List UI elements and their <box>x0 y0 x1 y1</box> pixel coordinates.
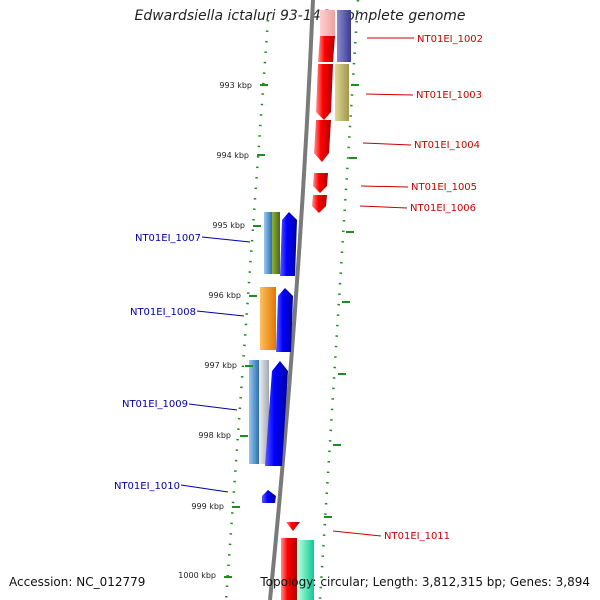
gene-nt01ei-1009-steel <box>249 360 259 464</box>
genome-backbone <box>268 0 315 600</box>
gene-nt01ei-1004 <box>314 120 331 162</box>
gene-nt01ei-1005 <box>313 173 328 193</box>
gene-label-nt01ei-1009[interactable]: NT01EI_1009 <box>122 399 188 410</box>
gene-nt01ei-1002-pink <box>320 10 335 36</box>
gene-label-nt01ei-1006[interactable]: NT01EI_1006 <box>410 203 476 214</box>
gene-label-nt01ei-1011[interactable]: NT01EI_1011 <box>384 531 450 542</box>
gene-nt01ei-1008-orange <box>260 287 276 350</box>
reverse-label-connectors <box>180 236 251 493</box>
gene-label-nt01ei-1008[interactable]: NT01EI_1008 <box>130 307 196 318</box>
gene-nt01ei-1007-steel <box>264 212 272 274</box>
forward-label-connectors <box>332 37 414 537</box>
gene-label-nt01ei-1004[interactable]: NT01EI_1004 <box>414 140 480 151</box>
tick-label: 997 kbp <box>204 361 237 370</box>
gene-label-nt01ei-1005[interactable]: NT01EI_1005 <box>411 182 477 193</box>
gene-label-nt01ei-1007[interactable]: NT01EI_1007 <box>135 233 201 244</box>
ruler-ticks <box>224 84 268 578</box>
gene-nt01ei-1003 <box>316 64 333 120</box>
tick-label: 995 kbp <box>212 221 245 230</box>
gene-nt01ei-1009-grey <box>259 360 269 464</box>
accession-label: Accession: NC_012779 <box>9 575 146 589</box>
gc-skew-bars <box>324 84 359 518</box>
gene-label-nt01ei-1010[interactable]: NT01EI_1010 <box>114 481 180 492</box>
genome-summary: Topology: circular; Length: 3,812,315 bp… <box>260 575 590 589</box>
gene-label-nt01ei-1003[interactable]: NT01EI_1003 <box>416 90 482 101</box>
gene-nt01ei-1011 <box>281 538 297 600</box>
gene-nt01ei-1002 <box>318 36 335 62</box>
tick-label: 998 kbp <box>198 431 231 440</box>
gene-nt01ei-1002-navy <box>337 10 351 62</box>
tick-label: 999 kbp <box>191 502 224 511</box>
tick-label: 994 kbp <box>216 151 249 160</box>
tick-label: 993 kbp <box>219 81 252 90</box>
gene-nt01ei-1011-teal <box>298 540 314 600</box>
gene-nt01ei-1008 <box>276 288 293 352</box>
gene-nt01ei-1007 <box>280 212 297 276</box>
gene-nt01ei-1010 <box>262 490 276 503</box>
map-title: Edwardsiella ictaluri 93-146, complete g… <box>134 8 466 24</box>
gene-nt01ei-1006 <box>312 195 327 213</box>
gene-nt01ei-1003-khaki <box>335 64 349 121</box>
tick-label: 1000 kbp <box>178 571 216 580</box>
tick-label: 996 kbp <box>208 291 241 300</box>
gene-label-nt01ei-1002[interactable]: NT01EI_1002 <box>417 34 483 45</box>
gene-nt01ei-1007-olive <box>272 212 280 274</box>
gene-nt01ei-1009 <box>265 361 288 466</box>
gene-nt01ei-1011-small <box>286 522 300 531</box>
